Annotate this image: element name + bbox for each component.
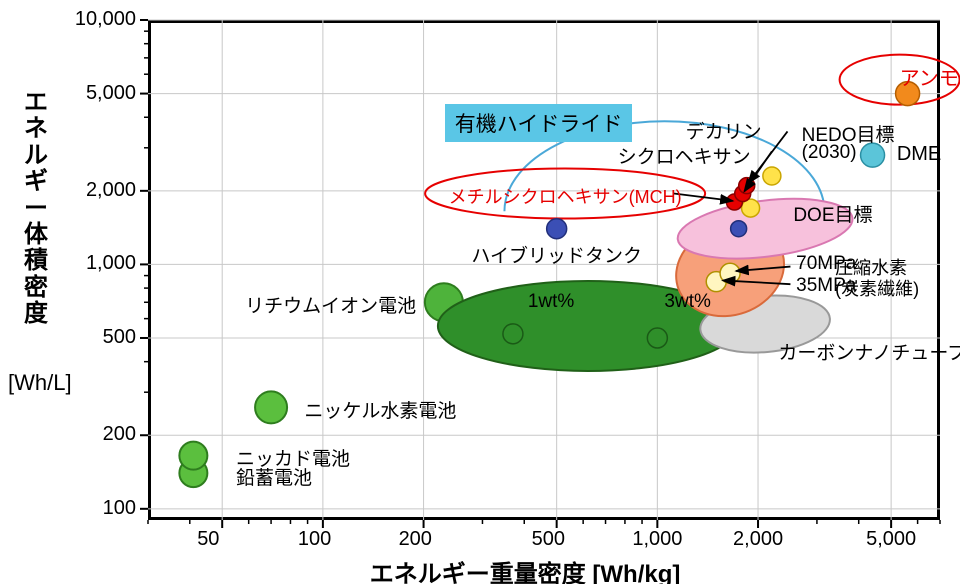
- annotation-nimh_lbl: ニッケル水素電池: [304, 396, 456, 423]
- y-tick-label: 2,000: [86, 179, 136, 202]
- annotation-dekalin_lbl: デカリン: [686, 117, 762, 144]
- annotation-wt1_lbl: 1wt%: [528, 291, 574, 313]
- annotation-cnt_lbl: カーボンナノチューブ: [778, 338, 960, 365]
- y-tick-label: 1,000: [86, 252, 136, 275]
- annotation-wt3_lbl: 3wt%: [664, 291, 710, 313]
- annotation-hybrid_lbl: ハイブリッドタンク: [471, 241, 642, 268]
- x-tick-label: 500: [532, 528, 565, 551]
- y-tick-label: 5,000: [86, 82, 136, 105]
- annotation-nedo_yr: (2030): [802, 142, 857, 164]
- y-axis-unit: [Wh/L]: [8, 370, 72, 396]
- annotation-ammonia_lbl: アンモニア: [900, 62, 960, 91]
- x-tick-label: 1,000: [632, 528, 682, 551]
- annotation-doe_lbl: DOE目標: [793, 200, 872, 227]
- y-tick-label: 200: [103, 423, 136, 446]
- y-tick-label: 100: [103, 497, 136, 520]
- annotation-dme_lbl: DME: [897, 143, 941, 166]
- annotation-cyclo_lbl: シクロヘキサン: [618, 142, 751, 169]
- y-tick-label: 10,000: [75, 8, 136, 31]
- energy-density-chart: エネルギー体積密度 [Wh/L] エネルギー重量密度 [Wh/kg] 有機ハイド…: [0, 0, 960, 584]
- x-tick-label: 5,000: [866, 528, 916, 551]
- y-axis-title: エネルギー体積密度: [22, 90, 50, 328]
- annotation-comph2_b: (炭素繊維): [835, 275, 919, 301]
- x-tick-label: 50: [197, 528, 219, 551]
- organic-hydride-highlight: 有機ハイドライド: [445, 104, 633, 142]
- y-tick-label: 500: [103, 326, 136, 349]
- annotation-liion_lbl: リチウムイオン電池: [245, 291, 416, 318]
- x-axis-title: エネルギー重量密度 [Wh/kg]: [370, 554, 681, 584]
- x-tick-label: 100: [298, 528, 331, 551]
- annotation-pb_lbl: 鉛蓄電池: [236, 463, 312, 490]
- annotation-mch_lbl: メチルシクロヘキサン(MCH): [449, 183, 682, 209]
- x-tick-label: 2,000: [733, 528, 783, 551]
- x-tick-label: 200: [399, 528, 432, 551]
